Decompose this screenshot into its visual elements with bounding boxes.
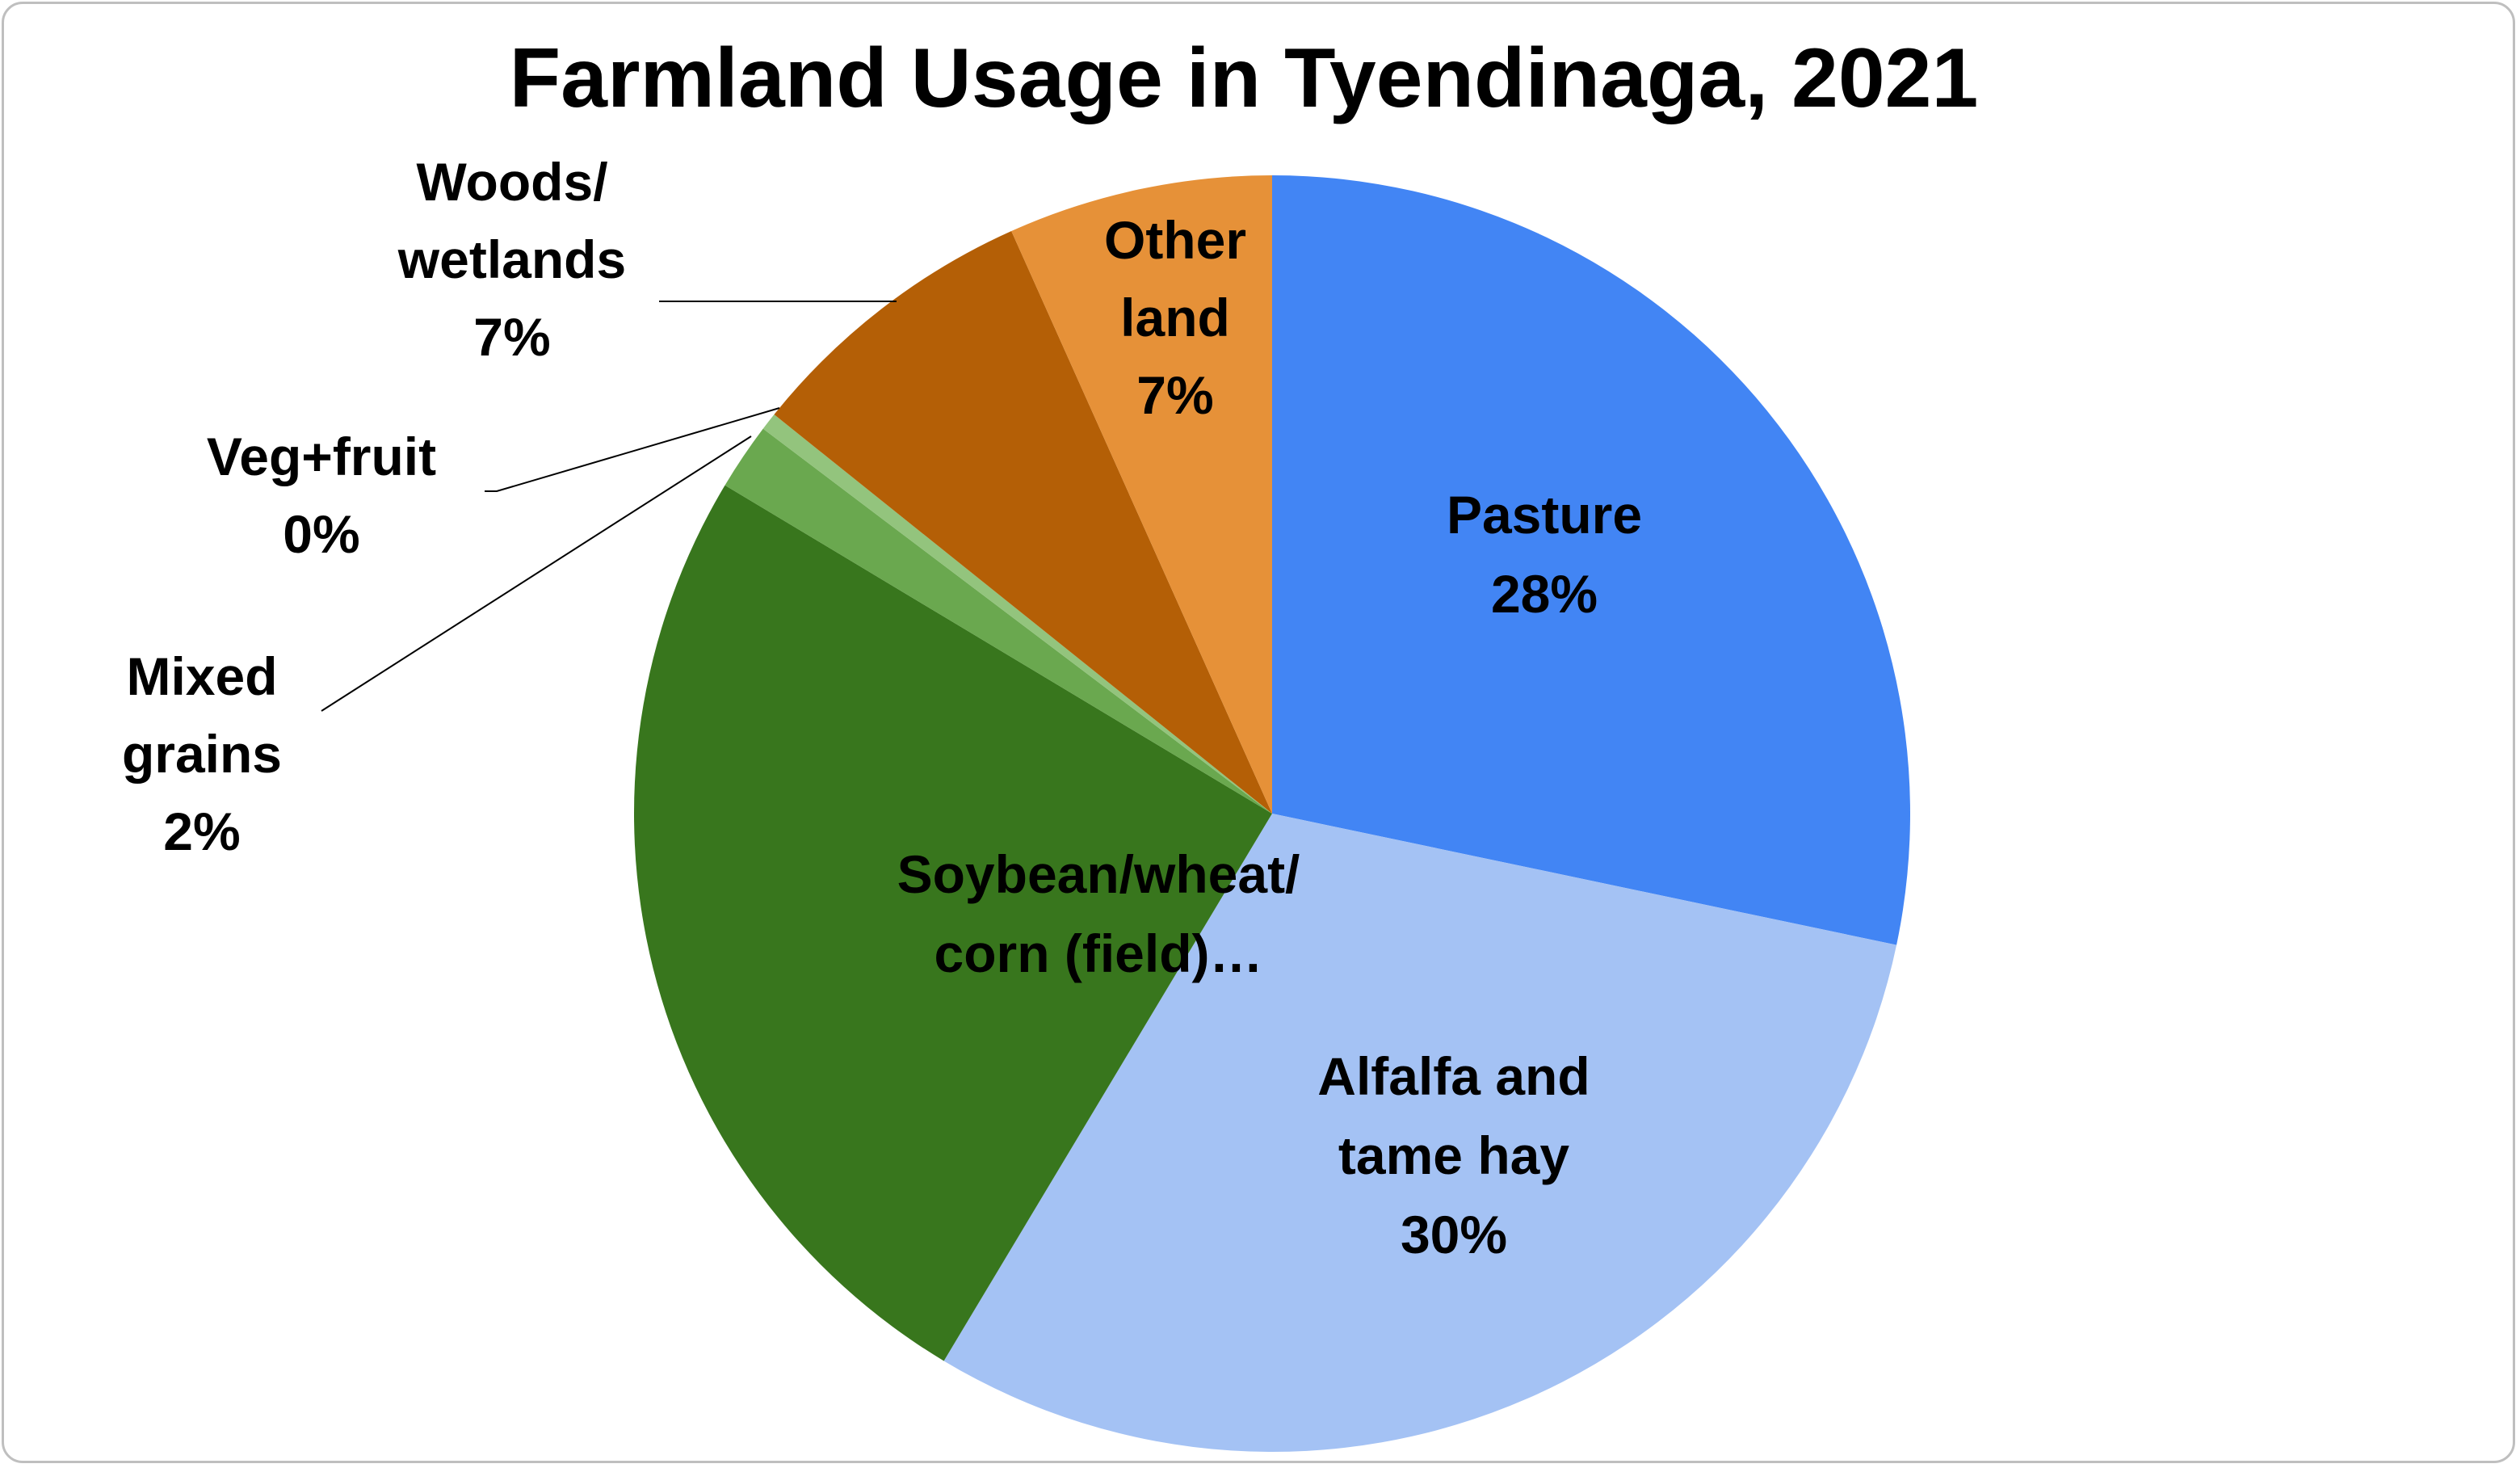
pie-slices bbox=[633, 175, 1910, 1452]
slice-label: Soybean/wheat/corn (field)… bbox=[897, 844, 1300, 983]
leader-line bbox=[485, 407, 780, 492]
chart-title: Farmland Usage in Tyendinaga, 2021 bbox=[510, 32, 1979, 125]
slice-label: Pasture 28% bbox=[1447, 485, 1642, 624]
pie-slice bbox=[724, 428, 1272, 814]
leader-lines bbox=[321, 301, 897, 712]
pie-slice bbox=[1272, 175, 1910, 945]
slice-label: Alfalfa and tame hay 30% bbox=[1317, 1046, 1590, 1264]
pie-slice bbox=[943, 814, 1897, 1452]
leader-line bbox=[321, 435, 752, 712]
pie-slice bbox=[633, 485, 1272, 1361]
pie-slice bbox=[762, 414, 1272, 814]
slice-label: Veg+fruit 0% bbox=[207, 427, 436, 564]
slice-label: Other land 7% bbox=[1104, 210, 1246, 425]
pie-slice bbox=[774, 230, 1272, 814]
slice-label: Woods/wetlands 7% bbox=[397, 152, 626, 367]
slice-labels: Pasture 28% Alfalfa and tame hay 30%Soybean/… bbox=[122, 152, 1642, 1264]
pie-slice bbox=[1011, 175, 1272, 814]
slice-label: Mixed grains 2% bbox=[122, 646, 282, 861]
